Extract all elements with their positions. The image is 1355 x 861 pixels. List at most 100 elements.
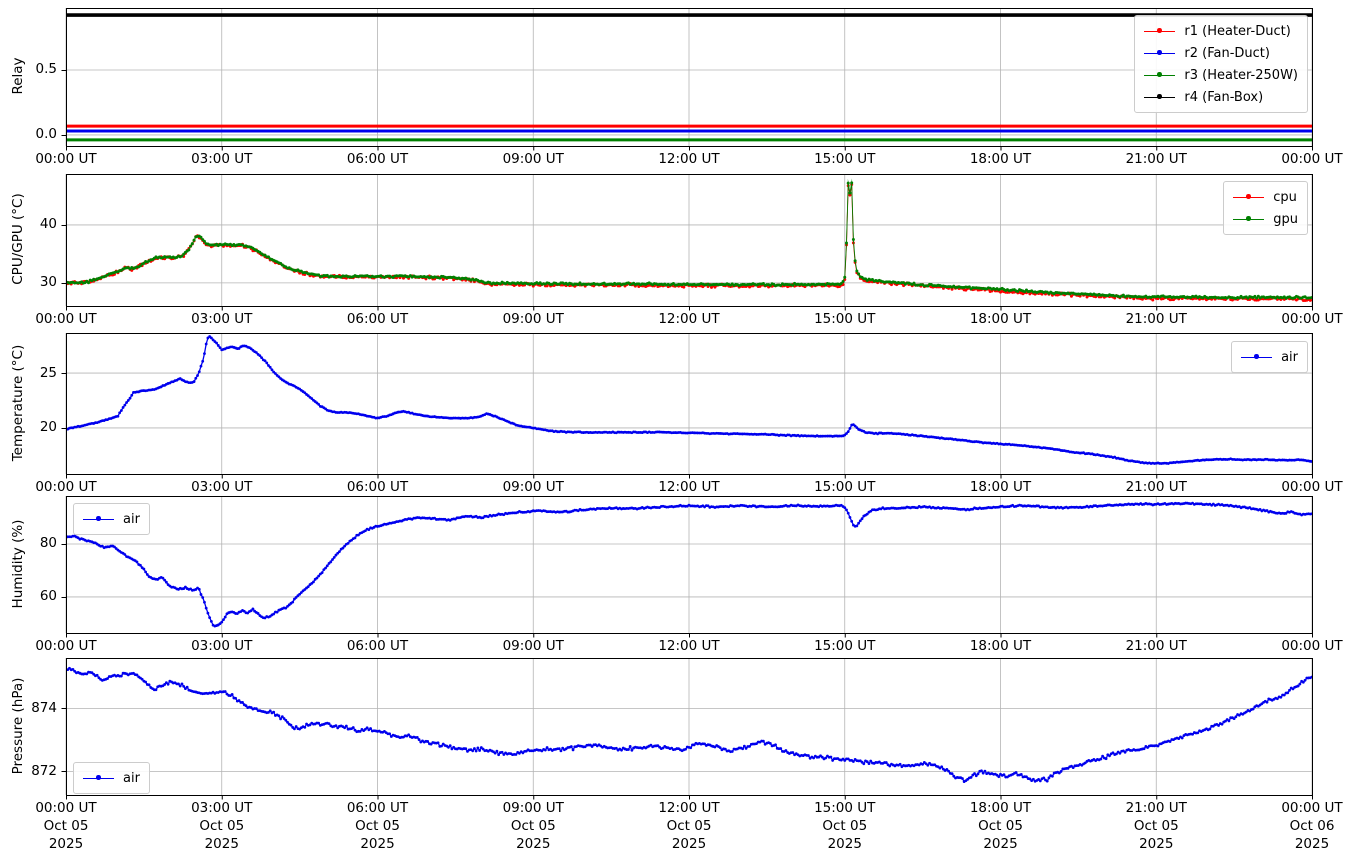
x-tick-label-temperature-6: 06:00 UT xyxy=(346,479,409,495)
legend-label: r2 (Fan-Duct) xyxy=(1184,45,1270,61)
legend-marker-dot-icon xyxy=(1157,72,1162,77)
x-tick-label-humidity-18: 18:00 UT xyxy=(969,638,1032,654)
legend-marker-dot-icon xyxy=(1254,354,1259,359)
y-tick-label-pressure-872: 872 xyxy=(31,762,57,779)
x-tick-label-pressure-18: 18:00 UT xyxy=(969,800,1032,816)
x-tick-year-3: 2025 xyxy=(204,836,239,852)
x-tick-label-humidity-3: 03:00 UT xyxy=(191,638,253,654)
x-tick-label-temperature-24: 00:00 UT xyxy=(1281,479,1343,495)
x-tick-year-15: 2025 xyxy=(827,836,862,852)
legend-humidity: air xyxy=(73,503,150,535)
x-tick-label-humidity-15: 15:00 UT xyxy=(814,638,876,654)
legend-marker-dot-icon xyxy=(96,516,101,521)
legend-line-sample-icon xyxy=(1241,354,1273,359)
x-tick-label-relay-9: 09:00 UT xyxy=(502,151,564,167)
x-tick-year-9: 2025 xyxy=(516,836,551,852)
x-tick-date-18: Oct 05 xyxy=(978,818,1023,834)
x-tick-label-cpu_gpu-3: 03:00 UT xyxy=(191,311,253,327)
legend-marker-dot-icon xyxy=(1157,94,1162,99)
x-tick-date-6: Oct 05 xyxy=(355,818,400,834)
legend-entry-relay-1: r2 (Fan-Duct) xyxy=(1144,42,1298,64)
legend-label: air xyxy=(123,511,140,527)
x-tick-date-3: Oct 05 xyxy=(199,818,245,834)
x-tick-label-cpu_gpu-6: 06:00 UT xyxy=(346,311,409,327)
x-tick-label-temperature-9: 09:00 UT xyxy=(502,479,564,495)
legend-entry-relay-3: r4 (Fan-Box) xyxy=(1144,86,1298,108)
x-tick-date-0: Oct 05 xyxy=(43,818,89,834)
legend-line-sample-icon xyxy=(83,775,114,780)
x-tick-date-9: Oct 05 xyxy=(510,818,556,834)
legend-entry-cpu_gpu-1: gpu xyxy=(1233,208,1298,230)
y-tick-label-humidity-80: 80 xyxy=(39,535,57,552)
x-tick-year-24: 2025 xyxy=(1294,836,1330,852)
x-tick-date-24: Oct 06 xyxy=(1289,818,1335,834)
legend-line-sample-icon xyxy=(1144,72,1176,77)
legend-entry-temperature-0: air xyxy=(1241,346,1298,368)
x-tick-label-cpu_gpu-0: 00:00 UT xyxy=(35,311,97,327)
y-tick-label-relay-0.5: 0.5 xyxy=(35,61,57,78)
x-tick-label-humidity-12: 12:00 UT xyxy=(658,638,720,654)
legend-cpu_gpu: cpu gpu xyxy=(1223,181,1308,235)
legend-pressure: air xyxy=(73,762,150,794)
x-tick-label-cpu_gpu-15: 15:00 UT xyxy=(814,311,876,327)
x-tick-label-relay-0: 00:00 UT xyxy=(35,151,97,167)
y-tick-label-cpu_gpu-30: 30 xyxy=(39,274,57,291)
x-tick-label-relay-6: 06:00 UT xyxy=(346,151,409,167)
x-tick-label-relay-18: 18:00 UT xyxy=(969,151,1032,167)
legend-label: r3 (Heater-250W) xyxy=(1184,67,1298,83)
legend-line-sample-icon xyxy=(1144,50,1176,55)
x-tick-label-cpu_gpu-12: 12:00 UT xyxy=(658,311,720,327)
legend-line-sample-icon xyxy=(1233,216,1265,221)
x-tick-label-temperature-15: 15:00 UT xyxy=(814,479,876,495)
legend-marker-dot-icon xyxy=(96,775,101,780)
x-tick-label-pressure-21: 21:00 UT xyxy=(1125,800,1187,816)
legend-entry-cpu_gpu-0: cpu xyxy=(1233,186,1298,208)
x-tick-label-cpu_gpu-24: 00:00 UT xyxy=(1281,311,1343,327)
x-tick-label-cpu_gpu-9: 09:00 UT xyxy=(502,311,564,327)
x-tick-label-relay-24: 00:00 UT xyxy=(1281,151,1343,167)
legend-label: r1 (Heater-Duct) xyxy=(1184,23,1291,39)
x-tick-label-temperature-21: 21:00 UT xyxy=(1125,479,1187,495)
legend-line-sample-icon xyxy=(1144,28,1176,33)
legend-marker-dot-icon xyxy=(1246,194,1251,199)
y-tick-label-temperature-20: 20 xyxy=(39,419,57,436)
x-tick-label-humidity-24: 00:00 UT xyxy=(1281,638,1343,654)
x-tick-label-relay-3: 03:00 UT xyxy=(191,151,253,167)
legend-marker-dot-icon xyxy=(1157,50,1162,55)
x-tick-label-humidity-6: 06:00 UT xyxy=(346,638,409,654)
x-tick-label-pressure-3: 03:00 UT xyxy=(191,800,253,816)
y-tick-label-temperature-25: 25 xyxy=(39,364,57,381)
y-tick-label-cpu_gpu-40: 40 xyxy=(39,216,57,233)
x-tick-year-12: 2025 xyxy=(671,836,707,852)
legend-line-sample-icon xyxy=(1144,94,1176,99)
x-tick-label-temperature-0: 00:00 UT xyxy=(35,479,97,495)
x-tick-label-pressure-6: 06:00 UT xyxy=(346,800,409,816)
legend-entry-relay-2: r3 (Heater-250W) xyxy=(1144,64,1298,86)
legend-label: air xyxy=(1281,349,1298,365)
x-tick-label-pressure-9: 09:00 UT xyxy=(502,800,564,816)
legend-label: r4 (Fan-Box) xyxy=(1184,89,1264,105)
x-tick-label-temperature-3: 03:00 UT xyxy=(191,479,253,495)
legend-marker-dot-icon xyxy=(1246,216,1251,221)
legend-line-sample-icon xyxy=(1233,194,1265,199)
y-tick-label-humidity-60: 60 xyxy=(39,588,57,605)
x-tick-label-cpu_gpu-21: 21:00 UT xyxy=(1125,311,1187,327)
legend-entry-humidity-0: air xyxy=(83,508,140,530)
legend-relay: r1 (Heater-Duct) r2 (Fan-Duct) r3 (Heater-… xyxy=(1134,15,1308,113)
legend-label: cpu xyxy=(1273,189,1297,205)
x-tick-label-cpu_gpu-18: 18:00 UT xyxy=(969,311,1032,327)
x-tick-label-humidity-9: 09:00 UT xyxy=(502,638,564,654)
x-tick-date-12: Oct 05 xyxy=(666,818,712,834)
x-tick-label-humidity-0: 00:00 UT xyxy=(35,638,97,654)
x-tick-label-relay-21: 21:00 UT xyxy=(1125,151,1187,167)
y-tick-label-pressure-874: 874 xyxy=(31,699,57,716)
x-tick-date-15: Oct 05 xyxy=(822,818,868,834)
x-tick-label-relay-15: 15:00 UT xyxy=(814,151,876,167)
legend-marker-dot-icon xyxy=(1157,28,1162,33)
legend-temperature: air xyxy=(1231,341,1308,373)
x-tick-label-temperature-12: 12:00 UT xyxy=(658,479,720,495)
x-tick-date-21: Oct 05 xyxy=(1133,818,1179,834)
